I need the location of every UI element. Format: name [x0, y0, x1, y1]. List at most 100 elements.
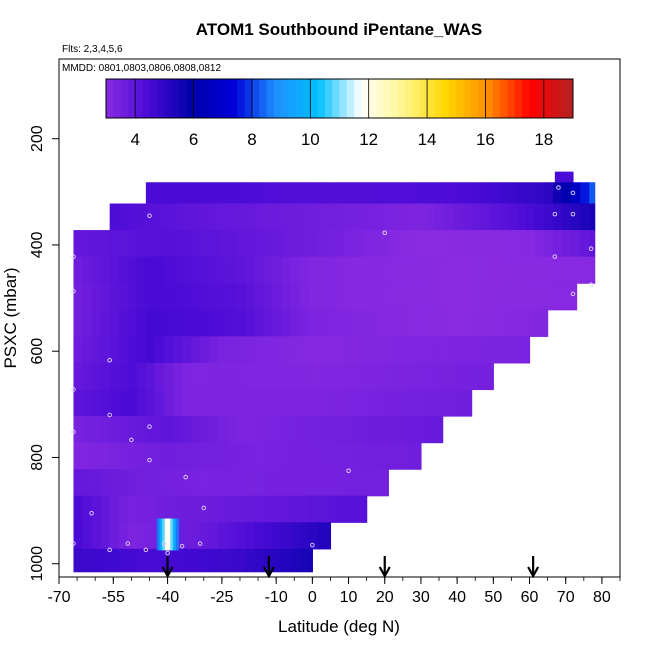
heatmap-cell [417, 442, 422, 470]
heatmap-cell [426, 182, 437, 205]
colorbar-segment [354, 79, 362, 118]
heatmap-cell [480, 336, 491, 364]
heatmap-cell [145, 548, 156, 573]
colorbar-segment [470, 79, 479, 118]
heatmap-cell [281, 548, 292, 573]
heatmap-cell [100, 230, 111, 258]
heatmap-cell [408, 182, 418, 205]
heatmap-cell [227, 230, 237, 258]
heatmap-cell [127, 442, 138, 470]
sample-point [161, 541, 167, 546]
heatmap-cell [281, 182, 292, 205]
heatmap-cell [335, 336, 346, 364]
heatmap-cell [100, 389, 111, 417]
heatmap-cell [453, 203, 464, 231]
heatmap-cell [109, 442, 120, 470]
heatmap-cell [498, 182, 509, 205]
heatmap-cell [353, 309, 364, 337]
heatmap-cell [344, 442, 355, 470]
heatmap-cell [507, 336, 518, 364]
heatmap-cell [227, 309, 237, 337]
heatmap-cell [182, 182, 192, 205]
x-tick-label: 30 [412, 589, 430, 606]
heatmap-cell [182, 256, 192, 284]
heatmap-cell [254, 230, 265, 258]
heatmap-cell [236, 495, 246, 523]
heatmap-cell [182, 442, 192, 470]
heatmap-cell [489, 230, 500, 258]
heatmap-cell [191, 182, 201, 205]
heatmap-cell [516, 283, 527, 311]
heatmap-cell [127, 522, 138, 550]
heatmap-cell [154, 548, 165, 573]
heatmap-cell [191, 442, 201, 470]
heatmap-cell [263, 182, 274, 205]
heatmap-cell [254, 442, 265, 470]
heatmap-cell [73, 442, 84, 470]
x-tick-label: -25 [210, 589, 233, 606]
heatmap-cell [498, 336, 509, 364]
heatmap-cell [444, 230, 455, 258]
heatmap-cell [453, 182, 464, 205]
y-tick-label: 800 [29, 444, 46, 471]
heatmap-cell [299, 256, 310, 284]
heatmap-cell [489, 309, 500, 337]
heatmap-cell [554, 171, 565, 183]
heatmap-cell [127, 203, 138, 231]
heatmap-cell [154, 442, 165, 470]
heatmap-cell [281, 362, 292, 391]
colorbar-tick-label: 8 [247, 130, 256, 149]
heatmap-cell [109, 469, 120, 497]
heatmap-cell [173, 389, 183, 417]
heatmap-cell [182, 362, 192, 391]
heatmap-cell [91, 495, 102, 523]
heatmap-cell [163, 416, 174, 444]
heatmap-cell [308, 309, 319, 337]
heatmap-cell [73, 522, 84, 550]
heatmap-cell [127, 309, 138, 337]
heatmap-cell [417, 256, 427, 284]
sample-point [107, 412, 112, 418]
sample-point [382, 230, 387, 235]
y-axis-title: PSXC (mbar) [1, 267, 20, 368]
heatmap-cell [173, 495, 183, 523]
heatmap-cell [353, 256, 364, 284]
heatmap-cell [73, 389, 84, 417]
heatmap-cell [543, 203, 554, 231]
heatmap-cell [281, 416, 292, 444]
heatmap-cell [154, 416, 165, 444]
heatmap-cell [136, 309, 147, 337]
heatmap-cell [82, 283, 93, 311]
heatmap-cell [462, 309, 473, 337]
heatmap-cell [263, 256, 274, 284]
heatmap-cell [390, 203, 400, 231]
heatmap-cell [218, 283, 228, 311]
heatmap-cell [136, 442, 147, 470]
heatmap-cell [236, 362, 246, 391]
heatmap-cell [254, 336, 265, 364]
heatmap-cell [254, 362, 265, 391]
colorbar-segment [193, 79, 202, 118]
heatmap-cell [118, 336, 129, 364]
heatmap-cell [290, 495, 301, 523]
heatmap-cell [399, 256, 409, 284]
heatmap-cell [245, 230, 256, 258]
heatmap-cell [290, 256, 301, 284]
heatmap-cell [145, 469, 156, 497]
heatmap-cell [290, 548, 301, 573]
heatmap-cell [317, 469, 328, 497]
colorbar-segment [171, 79, 180, 118]
sample-point [107, 547, 112, 553]
heatmap-cell [263, 442, 274, 470]
colorbar-segment [164, 79, 173, 118]
heatmap-cell [109, 230, 120, 258]
heatmap-cell [191, 389, 201, 417]
heatmap-cell [308, 548, 313, 573]
heatmap-cell [363, 336, 373, 364]
heatmap-cell [571, 256, 581, 284]
heatmap-cell [390, 389, 400, 417]
colorbar-segment [565, 79, 574, 118]
heatmap-cell [163, 230, 174, 258]
heatmap-cell [562, 230, 572, 258]
heatmap-cell [435, 309, 446, 337]
